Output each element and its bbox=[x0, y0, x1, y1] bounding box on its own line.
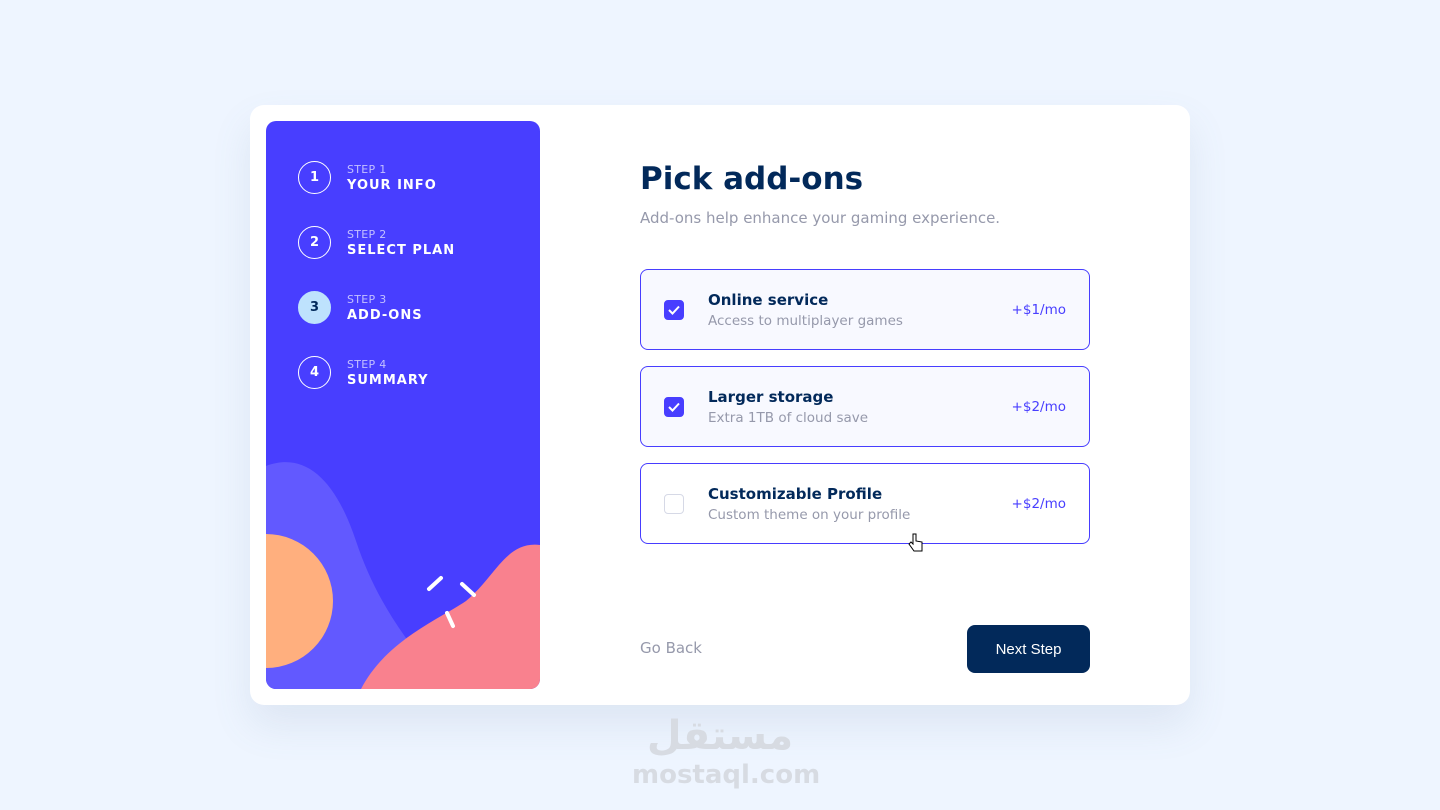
hand-cursor-icon bbox=[908, 533, 923, 552]
sidebar-decoration bbox=[266, 462, 540, 689]
step-number: 3 bbox=[298, 291, 331, 324]
watermark-logo: مستقل mostaql.com bbox=[632, 712, 821, 790]
addon-desc: Custom theme on your profile bbox=[708, 506, 911, 523]
addon-desc: Extra 1TB of cloud save bbox=[708, 409, 869, 426]
check-icon bbox=[668, 305, 680, 315]
addon-online-service[interactable]: Online service Access to multiplayer game… bbox=[640, 269, 1090, 350]
watermark-arabic: مستقل bbox=[646, 713, 794, 759]
watermark-latin: mostaql.com bbox=[632, 760, 821, 790]
check-icon bbox=[668, 402, 680, 412]
form-card: 1 STEP 1 YOUR INFO 2 STEP 2 SELECT PLAN 3 … bbox=[250, 105, 1190, 705]
step-1[interactable]: 1 STEP 1 YOUR INFO bbox=[298, 161, 437, 194]
step-name: SELECT PLAN bbox=[347, 242, 456, 258]
next-step-button[interactable]: Next Step bbox=[967, 625, 1090, 673]
step-number: 1 bbox=[298, 161, 331, 194]
addon-title: Online service bbox=[708, 290, 829, 309]
addon-title: Customizable Profile bbox=[708, 484, 883, 503]
step-label: STEP 4 bbox=[347, 357, 387, 371]
step-2[interactable]: 2 STEP 2 SELECT PLAN bbox=[298, 226, 455, 259]
sidebar: 1 STEP 1 YOUR INFO 2 STEP 2 SELECT PLAN 3 … bbox=[266, 121, 540, 689]
step-number: 4 bbox=[298, 356, 331, 389]
addon-price: +$2/mo bbox=[1011, 398, 1066, 415]
addon-title: Larger storage bbox=[708, 387, 834, 406]
addon-price: +$2/mo bbox=[1011, 495, 1066, 512]
step-label: STEP 3 bbox=[347, 292, 387, 306]
page-subtitle: Add-ons help enhance your gaming experie… bbox=[640, 209, 1001, 227]
addon-price: +$1/mo bbox=[1011, 301, 1066, 318]
step-number: 2 bbox=[298, 226, 331, 259]
step-4[interactable]: 4 STEP 4 SUMMARY bbox=[298, 356, 429, 389]
addon-customizable-profile[interactable]: Customizable Profile Custom theme on your… bbox=[640, 463, 1090, 544]
addon-desc: Access to multiplayer games bbox=[708, 312, 903, 329]
checkbox[interactable] bbox=[664, 299, 684, 320]
step-label: STEP 2 bbox=[347, 227, 387, 241]
step-name: YOUR INFO bbox=[347, 177, 437, 193]
step-name: SUMMARY bbox=[347, 372, 429, 388]
go-back-button[interactable]: Go Back bbox=[640, 639, 702, 657]
step-3[interactable]: 3 STEP 3 ADD-ONS bbox=[298, 291, 423, 324]
step-label: STEP 1 bbox=[347, 162, 387, 176]
page-title: Pick add-ons bbox=[640, 161, 864, 197]
step-name: ADD-ONS bbox=[347, 307, 423, 323]
checkbox[interactable] bbox=[664, 493, 684, 514]
addon-larger-storage[interactable]: Larger storage Extra 1TB of cloud save +$… bbox=[640, 366, 1090, 447]
checkbox[interactable] bbox=[664, 396, 684, 417]
